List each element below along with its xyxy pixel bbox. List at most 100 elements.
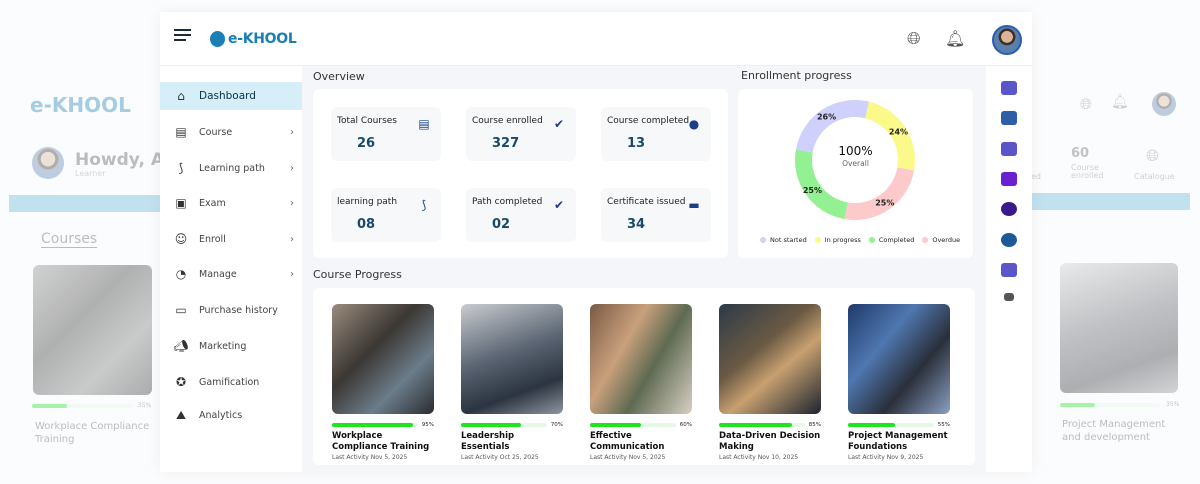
slice-label: 26% <box>817 112 836 121</box>
progress-label: 60% <box>679 422 692 428</box>
sidebar-item-label: Manage <box>199 268 237 280</box>
course-title[interactable]: Project Management Foundations <box>848 431 948 452</box>
course-title[interactable]: Workplace Compliance Training <box>332 431 430 452</box>
last-activity: Last Activity Oct 25, 2025 <box>461 454 539 461</box>
stat-value: 34 <box>627 217 646 232</box>
course-image[interactable] <box>332 304 434 414</box>
course-image <box>33 265 152 395</box>
stat-card-course-completed[interactable]: Course completed 13 ● <box>601 107 711 161</box>
chevron-right-icon: › <box>290 162 294 174</box>
course-card[interactable]: 55% Project Management Foundations Last Ac… <box>848 304 950 461</box>
course-title[interactable]: Leadership Essentials <box>461 431 515 452</box>
sidebar-item-label: Purchase history <box>199 304 278 316</box>
support-icon[interactable] <box>1001 262 1017 277</box>
course-progress-bar <box>590 423 676 427</box>
path-icon: ⟆ <box>178 161 184 175</box>
course-image[interactable] <box>848 304 950 414</box>
stat-label: Total Courses <box>337 116 397 126</box>
sidebar-item-enroll[interactable]: ☺ Enroll › <box>160 225 302 253</box>
stat-card-course-enrolled[interactable]: Course enrolled 327 ✔ <box>466 107 576 161</box>
course-card[interactable]: 60% Effective Communication Last Activity … <box>590 304 692 461</box>
globe-icon[interactable]: 🌐︎ <box>907 29 921 49</box>
exam-icon: ▣ <box>175 196 187 210</box>
globe-icon: 🌐︎ <box>1080 95 1093 113</box>
last-activity: Last Activity Nov 10, 2025 <box>719 454 799 461</box>
chevron-right-icon: › <box>290 233 294 245</box>
sidebar-item-marketing[interactable]: 📣︎ Marketing <box>160 332 302 360</box>
trend-icon[interactable] <box>1001 232 1017 247</box>
course-card[interactable]: 85% Data-Driven Decision Making Last Activ… <box>719 304 821 461</box>
donut-slice-in-progress[interactable] <box>865 101 915 171</box>
sidebar-item-purchase-history[interactable]: ▭ Purchase history <box>160 296 302 324</box>
chat-icon[interactable] <box>1001 171 1017 186</box>
last-activity: Last Activity Nov 5, 2025 <box>590 454 666 461</box>
course-image[interactable] <box>719 304 821 414</box>
legend-swatch <box>760 237 766 243</box>
sidebar-item-dashboard[interactable]: ⌂ Dashboard <box>160 82 302 110</box>
sidebar-item-analytics[interactable]: ⛰︎ Analytics <box>160 401 302 429</box>
sidebar-item-manage[interactable]: ◔ Manage › <box>160 260 302 288</box>
avatar[interactable] <box>992 25 1022 55</box>
megaphone-icon: 📣︎ <box>173 339 189 353</box>
completed-icon: ● <box>688 117 700 131</box>
stat-label: Certificate issued <box>607 197 686 207</box>
donut-slice-completed[interactable] <box>795 149 848 220</box>
community-icon[interactable] <box>1001 202 1017 217</box>
legend-label: Completed <box>878 236 915 244</box>
stat-label: learning path <box>337 197 398 207</box>
bell-icon[interactable]: 🔔︎ <box>945 29 966 48</box>
certificate-icon: ▬ <box>688 198 700 212</box>
course-card[interactable]: 95% Workplace Compliance Training Last Act… <box>332 304 434 461</box>
last-activity: Last Activity Nov 5, 2025 <box>332 454 408 461</box>
legend-item: Not started <box>760 236 807 244</box>
sidebar-item-gamification[interactable]: ✪ Gamification <box>160 368 302 396</box>
enroll-icon: ☺ <box>174 232 188 246</box>
sidebar: ⌂ Dashboard ▤ Course › ⟆ Learning path › ▣ Exam › ☺… <box>160 66 302 472</box>
progress-label: 35% <box>1166 401 1180 408</box>
course-image <box>1060 263 1178 393</box>
sidebar-item-exam[interactable]: ▣ Exam › <box>160 189 302 217</box>
user-check-icon: ✔ <box>553 198 565 212</box>
calendar-icon[interactable] <box>1001 111 1017 126</box>
legend-swatch <box>814 237 821 243</box>
course-progress-bar <box>719 423 805 427</box>
stat-card-total-courses[interactable]: Total Courses 26 ▤ <box>331 107 441 161</box>
logo[interactable]: e-KHOOL <box>228 31 297 47</box>
briefcase-icon: ▭ <box>175 303 187 317</box>
progress-label: 70% <box>550 422 563 428</box>
overview-title: Overview <box>313 70 365 83</box>
globe-icon: 🌐︎ <box>1146 146 1159 165</box>
stat-label: Course completed <box>607 116 690 126</box>
stat-label: Course enrolled <box>1071 163 1104 180</box>
background-banner <box>9 195 160 212</box>
chevron-right-icon: › <box>290 268 294 280</box>
sidebar-item-course[interactable]: ▤ Course › <box>160 118 302 146</box>
stat-card-path-completed[interactable]: Path completed 02 ✔ <box>466 188 576 242</box>
legend-swatch <box>922 237 929 243</box>
logo-mark-icon <box>210 31 225 47</box>
more-icon[interactable] <box>1004 293 1014 302</box>
stat-value: 26 <box>357 136 376 151</box>
stat-card-learning-path[interactable]: learning path 08 ⟆ <box>331 188 441 242</box>
overview-panel: Total Courses 26 ▤ Course enrolled 327 ✔ Cours… <box>313 89 728 258</box>
right-toolbar <box>986 66 1032 472</box>
stat-card-certificate-issued[interactable]: Certificate issued 34 ▬ <box>601 188 711 242</box>
stat-partial: ed <box>1031 172 1041 181</box>
course-image[interactable] <box>590 304 692 414</box>
course-title[interactable]: Data-Driven Decision Making <box>719 431 821 452</box>
graduation-cap-icon[interactable] <box>1001 81 1017 95</box>
video-room-icon[interactable] <box>1001 141 1017 156</box>
course-card[interactable]: 70% Leadership Essentials Last Activity Oc… <box>461 304 563 461</box>
course-progress-bar <box>461 423 547 427</box>
progress-label: 85% <box>808 422 821 428</box>
menu-icon[interactable] <box>174 29 191 41</box>
sidebar-item-label: Exam <box>199 197 226 209</box>
sidebar-item-learning-path[interactable]: ⟆ Learning path › <box>160 154 302 182</box>
background-logo: e-KHOOL <box>30 93 131 117</box>
course-image[interactable] <box>461 304 563 414</box>
course-title[interactable]: Effective Communication <box>590 431 665 452</box>
donut-slice-overdue[interactable] <box>844 167 915 221</box>
last-activity: Last Activity Nov 9, 2025 <box>848 454 924 461</box>
legend-item: In progress <box>814 236 861 244</box>
donut-slice-not-started[interactable] <box>795 100 870 153</box>
